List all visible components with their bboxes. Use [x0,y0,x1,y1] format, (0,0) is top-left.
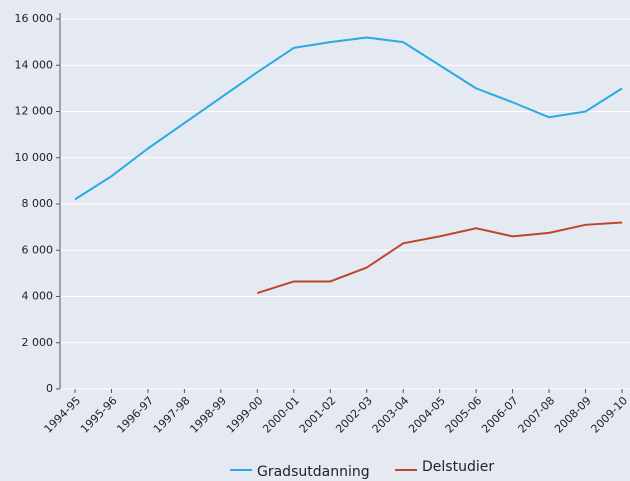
y-tick-label: 10 000 [15,151,54,164]
legend: Gradsutdanning Delstudier [230,459,494,480]
legend-label: Gradsutdanning [257,464,370,480]
y-tick-label: 0 [46,382,53,395]
y-tick-label: 14 000 [15,58,54,71]
y-tick-label: 12 000 [15,105,54,118]
y-tick-label: 4 000 [22,290,54,303]
series-line [257,221,623,294]
y-tick-label: 8 000 [22,197,54,210]
legend-label: Delstudier [422,459,494,475]
series-line [74,36,623,201]
y-tick-label: 2 000 [22,336,54,349]
y-tick-label: 6 000 [22,243,54,256]
y-tick-label: 16 000 [15,12,54,25]
